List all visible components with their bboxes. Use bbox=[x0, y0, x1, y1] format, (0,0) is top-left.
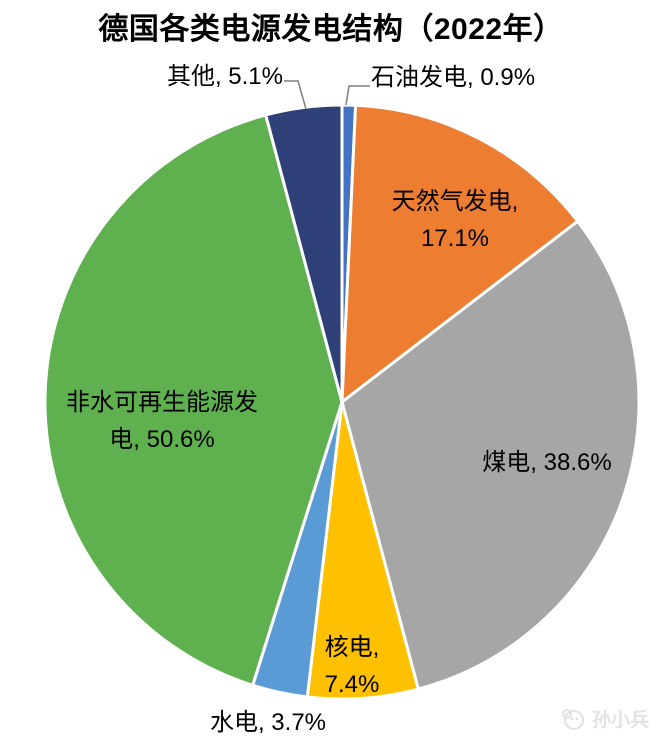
chart-title: 德国各类电源发电结构（2022年） bbox=[98, 13, 564, 46]
leader-line-oil bbox=[345, 85, 370, 106]
slice-label-oil: 石油发电, 0.9% bbox=[371, 64, 536, 91]
pie-slice-coal bbox=[340, 219, 641, 691]
logo-circle-icon bbox=[562, 708, 584, 730]
watermark-text: 孙小兵 bbox=[592, 710, 650, 731]
pie-slice-renewables bbox=[43, 113, 344, 687]
watermark: 孙小兵 bbox=[560, 705, 649, 732]
pie-slice-other bbox=[264, 103, 344, 404]
slice-label-renewables: 非水可再生能源发 电, 50.6% bbox=[66, 389, 258, 453]
slice-label-gas: 天然气发电, 17.1% bbox=[391, 188, 519, 252]
leader-line-other bbox=[284, 80, 307, 110]
pie-slice-gas bbox=[340, 103, 580, 404]
slice-label-nuclear: 核电, 7.4% bbox=[324, 634, 380, 698]
slice-label-coal: 煤电, 38.6% bbox=[482, 449, 612, 476]
pie-slices bbox=[43, 103, 641, 701]
slice-label-hydro: 水电, 3.7% bbox=[209, 709, 327, 736]
slice-label-other: 其他, 5.1% bbox=[166, 63, 283, 90]
